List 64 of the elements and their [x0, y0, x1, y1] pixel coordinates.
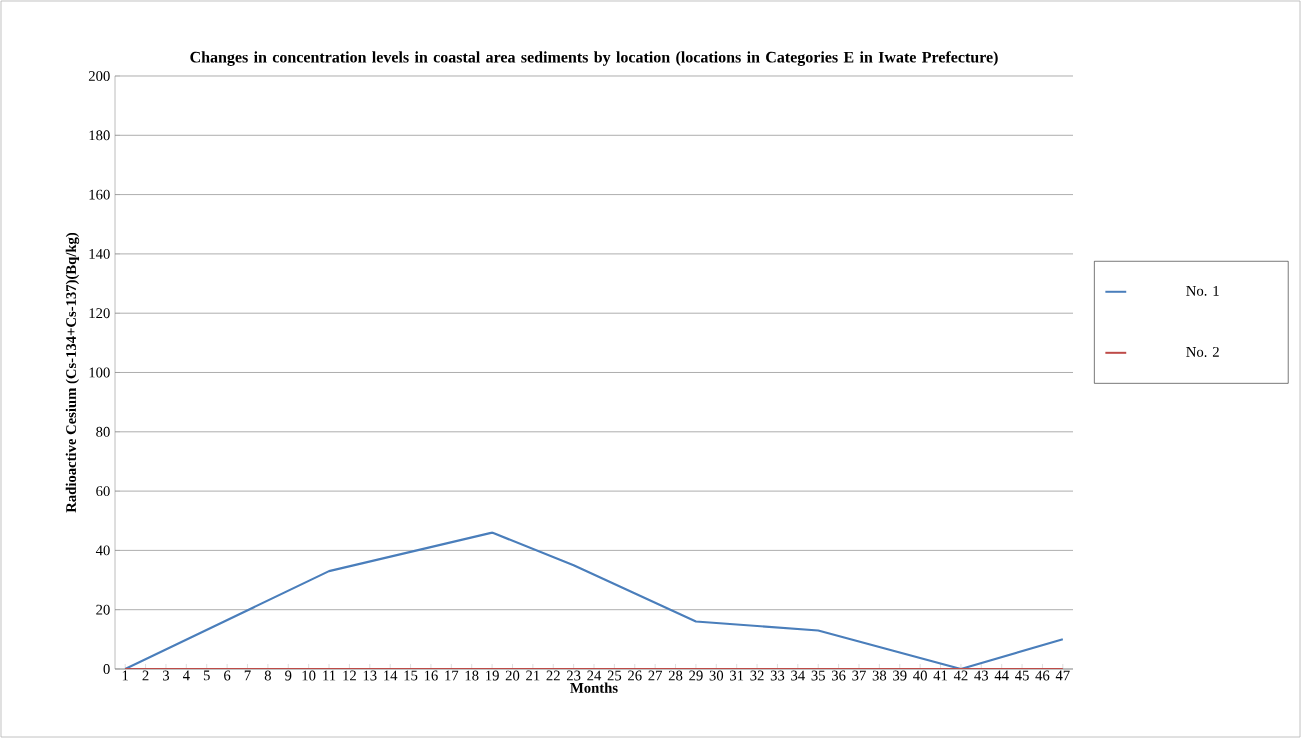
x-tick-label: 43	[974, 670, 989, 681]
x-tick-label: 14	[384, 670, 398, 681]
x-tick-label: 25	[607, 670, 622, 681]
x-tick-label: 30	[709, 670, 724, 681]
y-tick-label: 20	[96, 604, 110, 615]
x-tick-label: 35	[811, 670, 825, 681]
y-axis-title: Radioactive Cesium (Cs-134+Cs-137)(Bq/kg)	[65, 232, 80, 513]
x-tick-label: 15	[404, 670, 418, 681]
x-tick-label: 6	[224, 670, 231, 681]
x-tick-label: 20	[505, 670, 520, 681]
y-tick-label: 200	[88, 71, 110, 81]
x-tick-label: 36	[831, 670, 846, 681]
x-tick-label: 10	[302, 670, 316, 681]
text: No. 1	[1186, 285, 1219, 296]
x-tick-label: 18	[465, 670, 479, 681]
x-tick-label: 31	[730, 670, 744, 681]
x-tick-label: 9	[285, 670, 292, 681]
x-tick-label: 23	[566, 670, 581, 681]
x-tick-label: 1	[122, 670, 128, 681]
x-tick-label: 8	[264, 670, 271, 681]
x-tick-label: 3	[163, 670, 170, 681]
x-tick-label: 13	[363, 670, 377, 681]
x-tick-label: 28	[668, 670, 683, 681]
x-axis-title: Months	[570, 682, 618, 693]
y-tick-label: 160	[89, 189, 110, 200]
x-tick-label: 22	[546, 670, 560, 681]
y-tick-label: 180	[89, 130, 110, 141]
x-tick-label: 24	[587, 670, 602, 681]
x-tick-label: 11	[323, 670, 336, 681]
y-tick-label: 100	[89, 367, 110, 378]
x-tick-label: 27	[648, 670, 663, 681]
text: No. 2	[1186, 346, 1219, 357]
y-tick-label: 0	[103, 664, 110, 674]
x-tick-label: 19	[486, 670, 499, 681]
x-tick-label: 39	[893, 670, 907, 681]
chart-title: Changes in concentration levels in coastal area sediments by location (locations in Categories E in Iwate Prefecture)	[190, 51, 998, 66]
x-tick-label: 21	[526, 670, 540, 681]
x-tick-label: 40	[913, 670, 927, 681]
x-tick-label: 4	[182, 670, 190, 681]
x-tick-label: 12	[343, 670, 356, 681]
x-tick-label: 38	[872, 670, 887, 681]
x-tick-label: 44	[994, 670, 1009, 681]
x-tick-label: 41	[933, 670, 947, 681]
x-tick-label: 17	[445, 670, 459, 681]
x-tick-label: 29	[689, 670, 703, 681]
x-tick-label: 46	[1035, 670, 1050, 681]
y-tick-label: 80	[96, 426, 110, 437]
x-tick-label: 5	[203, 670, 210, 681]
x-tick-label: 16	[424, 670, 438, 681]
y-tick-label: 140	[89, 248, 110, 259]
x-tick-label: 37	[852, 670, 866, 681]
y-tick-label: 40	[95, 545, 110, 556]
line-series	[124, 531, 1064, 669]
y-tick-label: 60	[96, 486, 110, 497]
x-tick-label: 26	[628, 670, 642, 681]
y-tick-label: 120	[89, 308, 110, 319]
x-tick-label: 34	[791, 670, 805, 681]
x-tick-label: 7	[244, 670, 251, 681]
x-tick-label: 33	[770, 670, 785, 681]
x-tick-label: 47	[1055, 670, 1070, 681]
x-tick-label: 2	[142, 670, 149, 681]
x-tick-label: 45	[1015, 670, 1029, 681]
x-tick-label: 42	[953, 670, 968, 681]
x-tick-label: 32	[750, 670, 764, 681]
